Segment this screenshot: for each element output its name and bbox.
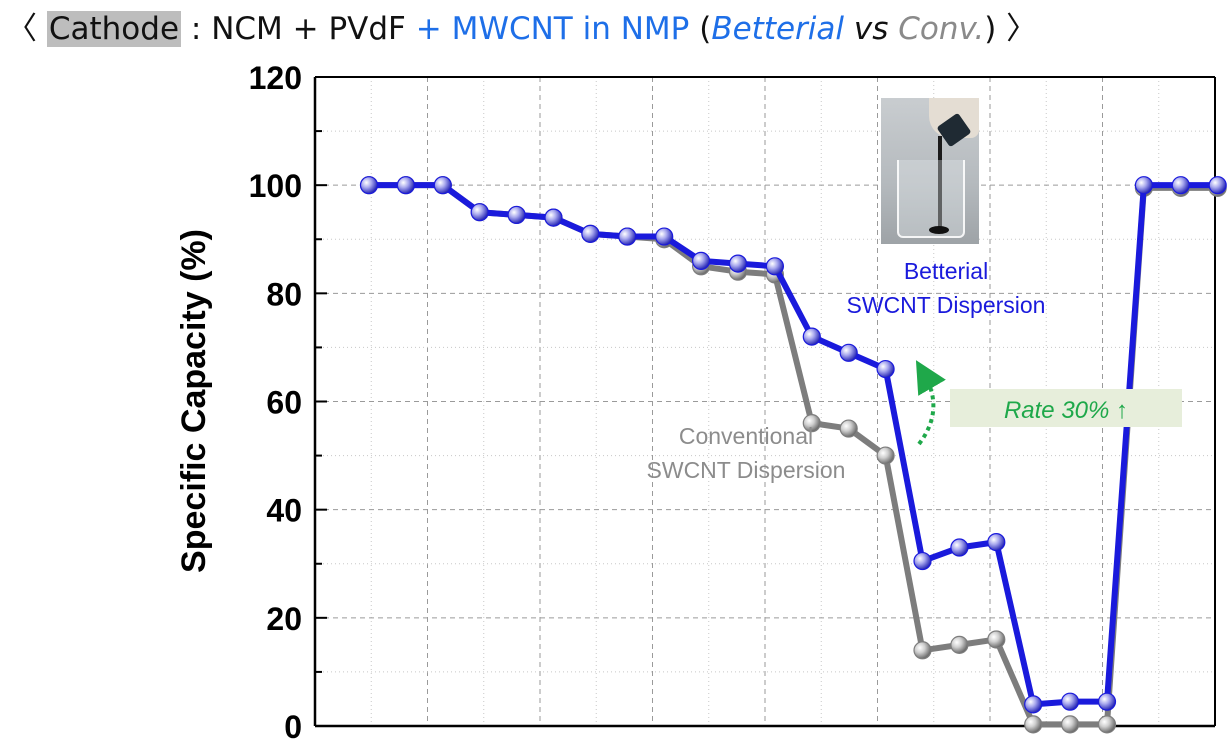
rate-arrow [915,360,946,446]
data-point [396,176,415,195]
data-point [1134,176,1154,195]
data-point [802,327,821,346]
chart-heading: 〈 Cathode : NCM + PVdF + MWCNT in NMP (B… [6,6,1037,52]
plot-annotations: Betterial SWCNT Dispersion Conventional SWC… [647,258,1182,483]
data-point [581,224,600,243]
data-point [1060,715,1080,734]
data-point [876,359,895,379]
data-point [839,343,858,362]
data-point [765,257,785,276]
data-point [1024,695,1043,714]
rate-label: Rate 30% ↑ [1004,397,1128,424]
heading-formula: NCM + PVdF [211,11,406,47]
data-point [544,208,563,227]
data-point [1097,692,1117,711]
y-tick-label: 120 [249,60,302,96]
heading-additive: + MWCNT in NMP [415,11,690,47]
heading-betterial: Betterial [711,11,845,47]
heading-conv: Conv. [898,11,985,47]
data-point [839,419,858,438]
betterial-label-line2: SWCNT Dispersion [847,292,1046,318]
photo-stream [938,136,942,232]
heading-paren-close: ) [984,11,997,47]
data-point [359,176,379,195]
heading-open-bracket: 〈 [6,11,37,47]
data-point [1024,715,1043,734]
dispersion-photo [881,98,979,244]
data-point [691,251,711,270]
plot-axes: 0 20 40 60 80 100 120 Specific Capacity (%) [175,60,1216,742]
conventional-label-line1: Conventional [679,423,813,449]
plot-series [359,176,1227,734]
photo-beaker [897,160,965,238]
data-point [1208,176,1227,195]
heading-colon: : [190,11,202,47]
data-point [655,227,674,246]
data-point [433,176,452,195]
data-point [913,641,932,660]
series-line [369,182,1218,728]
data-point [507,205,526,225]
data-point [470,203,489,222]
data-point [728,254,748,273]
data-point [1171,176,1190,195]
data-point [876,446,895,465]
y-tick-label: 100 [249,168,302,204]
photo-pool [929,226,949,234]
data-point [1097,715,1117,734]
y-tick-label: 60 [266,385,302,421]
y-tick-label: 80 [266,276,302,312]
data-point [987,533,1006,552]
y-axis-label: Specific Capacity (%) [175,229,213,573]
data-point [913,551,932,571]
heading-cathode-label: Cathode [46,11,182,47]
heading-close-bracket: 〉 [1006,11,1038,47]
heading-paren-open: ( [699,11,712,47]
data-point [950,538,969,557]
data-point [950,635,969,654]
betterial-label-line1: Betterial [904,258,988,284]
data-point [618,227,637,246]
conventional-label-line2: SWCNT Dispersion [647,457,846,483]
data-point [1060,692,1080,711]
heading-vs: vs [853,11,889,47]
data-point [987,630,1006,649]
y-tick-label: 0 [284,709,302,742]
y-tick-label: 20 [266,601,302,637]
data-point [802,414,821,433]
rate-box [950,389,1182,427]
y-tick-label: 40 [266,493,302,529]
